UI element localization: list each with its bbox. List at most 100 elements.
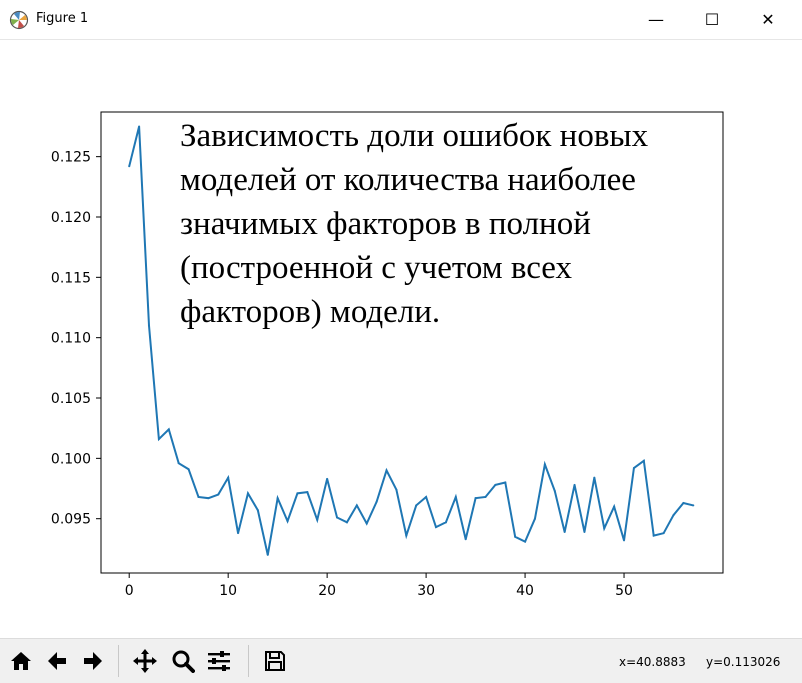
toolbar-separator xyxy=(248,645,249,677)
home-icon[interactable] xyxy=(6,645,36,677)
data-point xyxy=(692,504,695,507)
window-titlebar: Figure 1 — ☐ ✕ xyxy=(0,0,802,40)
minimize-button[interactable]: — xyxy=(648,10,664,29)
figure-canvas[interactable] xyxy=(0,40,802,638)
data-point xyxy=(197,495,200,498)
pan-icon[interactable] xyxy=(130,645,160,677)
x-tick-label: 0 xyxy=(125,583,134,599)
data-point xyxy=(395,488,398,491)
data-point xyxy=(632,467,635,470)
maximize-button[interactable]: ☐ xyxy=(704,10,720,29)
data-point xyxy=(256,509,259,512)
data-point xyxy=(217,493,220,496)
series-points xyxy=(128,125,695,556)
y-tick-label: 0.095 xyxy=(51,512,91,528)
annotation-line: моделей от количества наиболее xyxy=(180,162,636,198)
data-point xyxy=(128,165,131,168)
data-point xyxy=(563,530,566,533)
data-point xyxy=(573,483,576,486)
annotation-line: факторов) модели. xyxy=(180,294,440,330)
data-point xyxy=(316,518,319,521)
data-point xyxy=(652,534,655,537)
forward-arrow-icon[interactable] xyxy=(78,645,108,677)
toolbar-separator xyxy=(118,645,119,677)
x-tick-label: 10 xyxy=(219,583,237,599)
cursor-y-readout: y=0.113026 xyxy=(706,655,781,669)
data-point xyxy=(276,497,279,500)
data-point xyxy=(593,476,596,479)
data-point xyxy=(583,530,586,533)
y-tick-label: 0.100 xyxy=(51,451,91,467)
data-point xyxy=(187,468,190,471)
x-tick-label: 50 xyxy=(615,583,633,599)
data-point xyxy=(682,502,685,505)
close-button[interactable]: ✕ xyxy=(761,10,775,29)
data-point xyxy=(227,476,230,479)
data-point xyxy=(533,517,536,520)
data-point xyxy=(553,489,556,492)
data-point xyxy=(444,521,447,524)
x-tick-label: 40 xyxy=(516,583,534,599)
navigation-toolbar: x=40.8883 y=0.113026 xyxy=(0,638,802,683)
data-point xyxy=(147,324,150,327)
x-tick-label: 20 xyxy=(318,583,336,599)
data-point xyxy=(286,520,289,523)
annotation-line: Зависимость доли ошибок новых xyxy=(180,118,649,154)
y-axis-ticks: 0.095 0.100 0.105 0.110 0.115 0.120 0.125 xyxy=(51,150,101,528)
data-point xyxy=(375,500,378,503)
data-point xyxy=(237,532,240,535)
data-point xyxy=(405,534,408,537)
series-line xyxy=(128,126,694,556)
annotation-line: (построенной с учетом всех xyxy=(180,250,573,286)
matplotlib-logo-icon xyxy=(9,10,29,30)
y-tick-label: 0.105 xyxy=(51,391,91,407)
subplots-config-icon[interactable] xyxy=(204,645,234,677)
save-icon[interactable] xyxy=(260,645,290,677)
data-point xyxy=(454,495,457,498)
data-point xyxy=(167,428,170,431)
data-point xyxy=(296,492,299,495)
data-point xyxy=(613,505,616,508)
data-point xyxy=(672,514,675,517)
data-point xyxy=(425,495,428,498)
data-point xyxy=(474,497,477,500)
data-point xyxy=(623,539,626,542)
x-tick-label: 30 xyxy=(417,583,435,599)
data-point xyxy=(415,504,418,507)
window-title: Figure 1 xyxy=(36,11,89,26)
data-point xyxy=(306,491,309,494)
data-point xyxy=(157,438,160,441)
axes-frame xyxy=(100,111,724,574)
back-arrow-icon[interactable] xyxy=(42,645,72,677)
data-point xyxy=(365,522,368,525)
data-point xyxy=(464,538,467,541)
cursor-x-readout: x=40.8883 xyxy=(619,655,686,669)
data-point xyxy=(543,463,546,466)
data-point xyxy=(345,521,348,524)
data-point xyxy=(524,540,527,543)
data-point xyxy=(494,483,497,486)
data-point xyxy=(207,497,210,500)
data-point xyxy=(484,495,487,498)
data-point xyxy=(434,526,437,529)
data-point xyxy=(326,477,329,480)
y-tick-label: 0.115 xyxy=(51,270,91,286)
chart-annotation: Зависимость доли ошибок новых моделей от … xyxy=(180,118,649,330)
line-chart: Зависимость доли ошибок новых моделей от … xyxy=(51,111,724,599)
data-point xyxy=(266,553,269,556)
data-point xyxy=(603,527,606,530)
annotation-line: значимых факторов в полной xyxy=(180,206,591,242)
data-point xyxy=(642,459,645,462)
data-point xyxy=(138,125,141,128)
x-axis-ticks: 0 10 20 30 40 50 xyxy=(125,573,633,599)
data-point xyxy=(355,504,358,507)
zoom-icon[interactable] xyxy=(168,645,198,677)
data-point xyxy=(177,462,180,465)
data-point xyxy=(514,535,517,538)
data-point xyxy=(246,492,249,495)
y-tick-label: 0.110 xyxy=(51,331,91,347)
data-point xyxy=(336,516,339,519)
data-point xyxy=(662,532,665,535)
data-point xyxy=(385,469,388,472)
y-tick-label: 0.125 xyxy=(51,150,91,166)
